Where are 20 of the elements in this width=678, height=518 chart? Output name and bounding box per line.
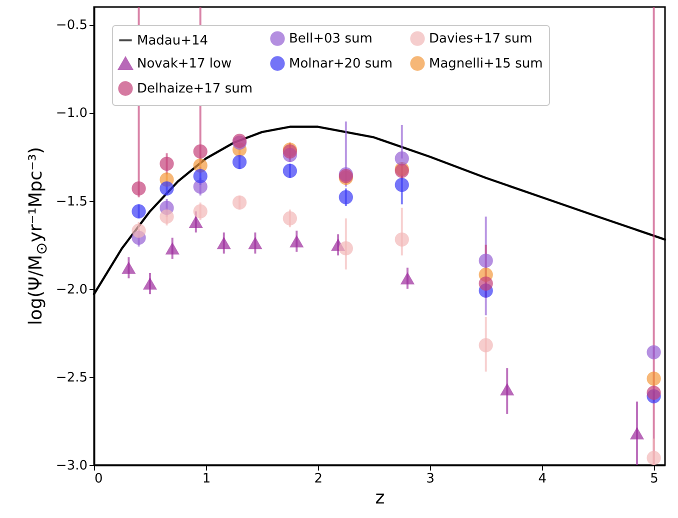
x-tick-label: 0 <box>94 472 103 486</box>
y-tick-label: −0.5 <box>56 18 88 34</box>
x-tick-label: 2 <box>314 472 323 486</box>
x-tick-label: 1 <box>202 472 211 486</box>
x-tick-label: 5 <box>650 472 658 486</box>
x-tick-label: 3 <box>426 472 435 486</box>
legend-label: Bell+03 sum <box>289 32 372 47</box>
legend-label: Molnar+20 sum <box>289 56 393 72</box>
y-tick-label: −1.5 <box>56 194 88 210</box>
y-tick-label: −3.0 <box>56 458 88 474</box>
legend-label: Davies+17 sum <box>429 32 532 47</box>
legend-label: Madau+14 <box>137 33 208 48</box>
y-tick-label: −2.5 <box>56 370 88 386</box>
x-axis-title: z <box>375 488 385 508</box>
x-tick-label: 4 <box>538 472 546 486</box>
legend-label: Magnelli+15 sum <box>429 56 543 72</box>
legend-label: Delhaize+17 sum <box>137 82 253 96</box>
y-tick-label: −2.0 <box>56 282 88 298</box>
legend-label: Novak+17 low <box>137 56 232 72</box>
y-tick-label: −1.0 <box>56 106 88 122</box>
